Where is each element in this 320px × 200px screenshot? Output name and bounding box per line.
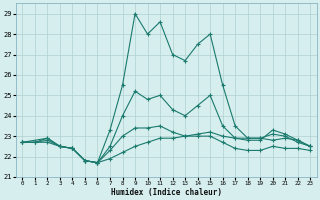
- X-axis label: Humidex (Indice chaleur): Humidex (Indice chaleur): [111, 188, 222, 197]
